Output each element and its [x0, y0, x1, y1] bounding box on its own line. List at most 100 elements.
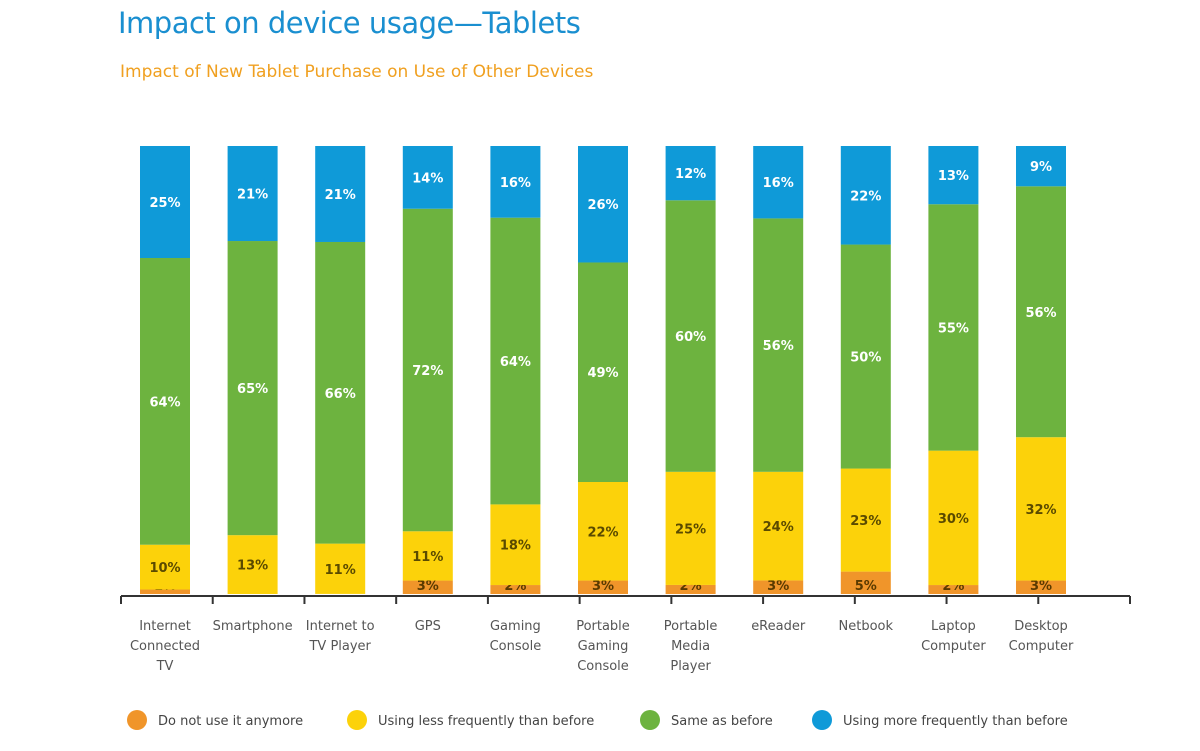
data-label: 56%: [1025, 306, 1056, 321]
category-label: Computer: [921, 639, 986, 654]
data-label: 3%: [767, 579, 789, 594]
bar-segment: [1016, 580, 1066, 594]
category-label: Media: [671, 639, 710, 654]
data-label: 13%: [938, 169, 969, 184]
bar-segment: [1016, 146, 1066, 187]
category-label: Console: [577, 659, 629, 674]
data-label: 30%: [938, 512, 969, 527]
bar-segment: [665, 146, 716, 201]
data-label: 12%: [675, 167, 706, 182]
category-label: Portable: [576, 619, 630, 634]
data-label: 66%: [325, 387, 356, 402]
legend-marker: [812, 710, 832, 730]
data-label: 22%: [587, 525, 618, 540]
data-label: 50%: [850, 351, 881, 366]
bar-segment: [315, 241, 366, 544]
category-label: GPS: [415, 619, 441, 634]
data-label: 60%: [675, 330, 706, 345]
bar-segment: [1016, 437, 1066, 581]
bar-segment: [490, 504, 541, 586]
data-label: 16%: [763, 176, 794, 191]
bar-segment: [402, 208, 453, 532]
data-label: 5%: [855, 579, 877, 594]
data-label: 14%: [412, 171, 443, 186]
legend-label: Same as before: [671, 714, 773, 729]
category-label: Player: [670, 659, 711, 674]
category-label: TV: [156, 659, 174, 674]
data-label: 55%: [938, 321, 969, 336]
bar-segment: [928, 450, 979, 586]
data-label: 3%: [1030, 579, 1052, 594]
bar-segment: [840, 468, 891, 572]
bar-segment: [665, 584, 716, 594]
bar-segment: [665, 471, 716, 585]
category-label: Smartphone: [213, 619, 293, 634]
category-label: Laptop: [931, 619, 976, 634]
legend-marker: [640, 710, 660, 730]
bar-segment: [402, 580, 453, 594]
legend-marker: [127, 710, 147, 730]
bar-segment: [490, 146, 541, 218]
category-label: Portable: [664, 619, 718, 634]
bar-segment: [840, 571, 891, 594]
category-label: Gaming: [490, 619, 541, 634]
data-label: 65%: [237, 382, 268, 397]
bar-segment: [227, 535, 278, 594]
bar-segment: [227, 146, 278, 242]
data-label: 23%: [850, 514, 881, 529]
legend-label: Using more frequently than before: [843, 714, 1068, 729]
category-label: Internet to: [306, 619, 375, 634]
data-label: 49%: [587, 366, 618, 381]
category-label: Connected: [130, 639, 200, 654]
data-label: 24%: [763, 520, 794, 535]
bar-segment: [140, 146, 190, 258]
bar-segment: [1016, 186, 1066, 438]
data-label: 10%: [149, 561, 180, 576]
bar-segment: [402, 146, 453, 209]
legend-marker: [347, 710, 367, 730]
category-label: Gaming: [578, 639, 629, 654]
bar-segment: [928, 585, 979, 594]
data-label: 16%: [500, 176, 531, 191]
category-label: TV Player: [308, 639, 371, 654]
bar-segment: [840, 244, 891, 469]
data-label: 21%: [237, 188, 268, 203]
category-label: Netbook: [839, 619, 894, 634]
bar-segment: [928, 204, 979, 451]
data-label: 21%: [325, 188, 356, 203]
data-label: 32%: [1025, 503, 1056, 518]
bar-segment: [315, 146, 366, 242]
bar-segment: [578, 580, 628, 594]
category-label: Computer: [1009, 639, 1074, 654]
category-label: Internet: [139, 619, 191, 634]
data-label: 3%: [417, 579, 439, 594]
bar-segment: [490, 585, 541, 594]
bar-segment: [315, 543, 366, 594]
bar-segment: [665, 200, 716, 472]
data-label: 26%: [587, 198, 618, 213]
bar-segment: [578, 146, 628, 263]
bar-segment: [753, 580, 804, 594]
data-label: 18%: [500, 539, 531, 554]
bar-segment: [140, 258, 190, 545]
data-label: 25%: [675, 522, 706, 537]
bar-segment: [140, 589, 190, 594]
legend-label: Do not use it anymore: [158, 714, 303, 729]
data-label: 25%: [149, 196, 180, 211]
legend-label: Using less frequently than before: [378, 714, 594, 729]
bar-segment: [490, 217, 541, 505]
category-label: Desktop: [1014, 619, 1068, 634]
category-label: eReader: [751, 619, 806, 634]
category-label: Console: [490, 639, 542, 654]
data-label: 9%: [1030, 160, 1052, 175]
data-label: 11%: [325, 563, 356, 578]
data-label: 3%: [592, 579, 614, 594]
data-label: 22%: [850, 189, 881, 204]
data-label: 64%: [500, 355, 531, 370]
bar-segment: [578, 482, 628, 581]
data-label: 56%: [763, 339, 794, 354]
data-label: 64%: [149, 395, 180, 410]
bar-segment: [753, 146, 804, 219]
data-label: 13%: [237, 559, 268, 574]
